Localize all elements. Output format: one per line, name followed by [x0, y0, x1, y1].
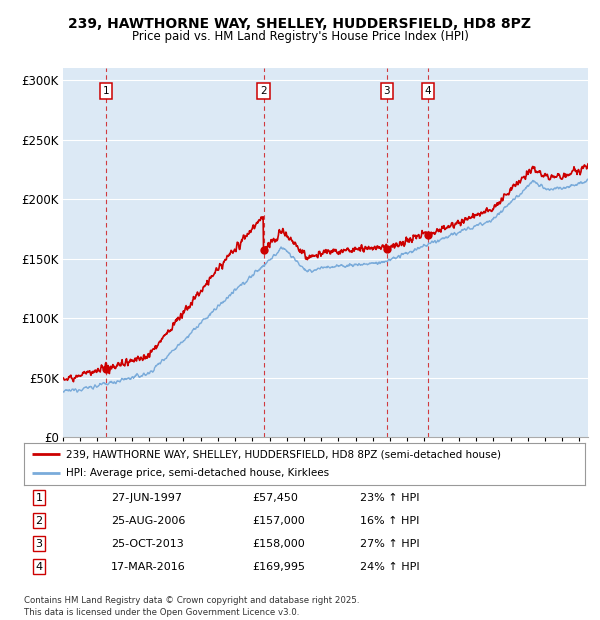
Text: £169,995: £169,995 [252, 562, 305, 572]
Text: 4: 4 [35, 562, 43, 572]
Text: 239, HAWTHORNE WAY, SHELLEY, HUDDERSFIELD, HD8 8PZ: 239, HAWTHORNE WAY, SHELLEY, HUDDERSFIEL… [68, 17, 532, 32]
Text: 4: 4 [425, 86, 431, 96]
Text: Price paid vs. HM Land Registry's House Price Index (HPI): Price paid vs. HM Land Registry's House … [131, 30, 469, 43]
Text: HPI: Average price, semi-detached house, Kirklees: HPI: Average price, semi-detached house,… [66, 469, 329, 479]
Text: 3: 3 [35, 539, 43, 549]
Text: £158,000: £158,000 [252, 539, 305, 549]
Text: 2: 2 [35, 516, 43, 526]
Text: 16% ↑ HPI: 16% ↑ HPI [360, 516, 419, 526]
Text: 239, HAWTHORNE WAY, SHELLEY, HUDDERSFIELD, HD8 8PZ (semi-detached house): 239, HAWTHORNE WAY, SHELLEY, HUDDERSFIEL… [66, 449, 501, 459]
Text: 27% ↑ HPI: 27% ↑ HPI [360, 539, 419, 549]
Text: 24% ↑ HPI: 24% ↑ HPI [360, 562, 419, 572]
Text: 25-OCT-2013: 25-OCT-2013 [111, 539, 184, 549]
Text: 23% ↑ HPI: 23% ↑ HPI [360, 493, 419, 503]
Text: 1: 1 [103, 86, 109, 96]
Text: £57,450: £57,450 [252, 493, 298, 503]
Text: £157,000: £157,000 [252, 516, 305, 526]
Text: 25-AUG-2006: 25-AUG-2006 [111, 516, 185, 526]
Text: 17-MAR-2016: 17-MAR-2016 [111, 562, 186, 572]
Text: 2: 2 [260, 86, 267, 96]
Text: 3: 3 [383, 86, 390, 96]
Text: 1: 1 [35, 493, 43, 503]
Text: Contains HM Land Registry data © Crown copyright and database right 2025.
This d: Contains HM Land Registry data © Crown c… [24, 596, 359, 617]
Text: 27-JUN-1997: 27-JUN-1997 [111, 493, 182, 503]
